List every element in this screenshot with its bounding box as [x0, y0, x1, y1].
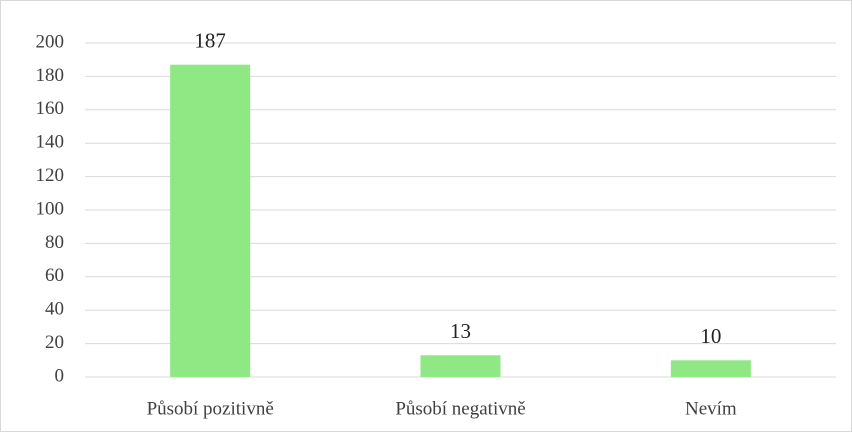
data-label: 10 — [700, 324, 721, 348]
y-tick-label: 60 — [45, 265, 64, 286]
y-tick-label: 100 — [36, 198, 65, 219]
data-label: 13 — [450, 319, 471, 343]
bar — [420, 355, 501, 377]
x-tick-label: Působí pozitivně — [147, 398, 274, 419]
data-label: 187 — [194, 29, 226, 53]
y-tick-label: 120 — [36, 165, 65, 186]
y-tick-label: 200 — [36, 31, 65, 52]
x-tick-label: Působí negativně — [395, 398, 525, 419]
y-tick-label: 140 — [36, 132, 65, 153]
y-tick-label: 160 — [36, 98, 65, 119]
y-tick-label: 20 — [45, 332, 64, 353]
y-tick-label: 80 — [45, 232, 64, 253]
y-tick-label: 180 — [36, 65, 65, 86]
bar — [170, 64, 251, 378]
y-tick-label: 0 — [55, 365, 65, 386]
x-tick-label: Nevím — [685, 398, 737, 419]
y-tick-label: 40 — [45, 299, 64, 320]
bar — [670, 360, 751, 377]
